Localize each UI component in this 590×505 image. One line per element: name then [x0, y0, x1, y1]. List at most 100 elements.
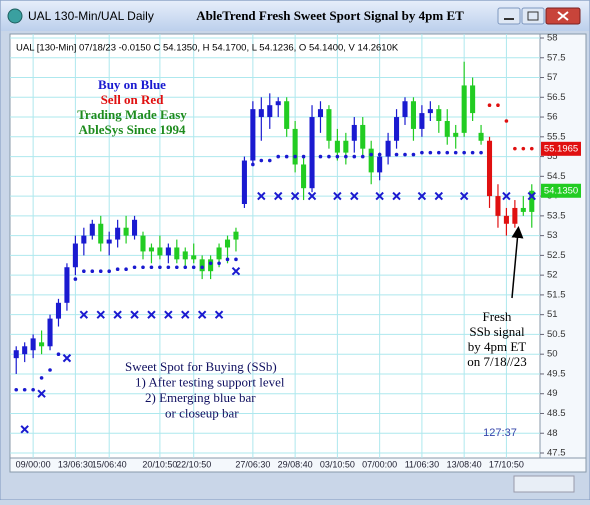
y-tick-label: 56.5: [547, 92, 566, 103]
support-dots: [82, 269, 86, 273]
candle-body: [436, 109, 442, 121]
support-dots: [437, 150, 441, 155]
title-bar: [1, 1, 589, 31]
support-dots: [22, 387, 27, 392]
candle-body: [326, 109, 332, 141]
sweet-spot-mark: [214, 310, 224, 319]
price-tag-label: 54.1350: [544, 185, 578, 196]
sweet-spot-mark: [290, 191, 300, 201]
support-dots: [31, 387, 35, 392]
candle-body: [402, 101, 408, 118]
signal-note-line: on 7/18//23: [467, 354, 527, 369]
signal-arrow: [511, 226, 524, 299]
candle-body: [427, 109, 433, 114]
candle-body: [39, 342, 45, 347]
support-dots: [115, 267, 120, 272]
sweet-spot-mark: [350, 191, 359, 201]
y-tick-label: 52.5: [547, 250, 566, 261]
y-tick-label: 57: [547, 72, 558, 83]
candle-body: [301, 164, 307, 189]
support-dots: [284, 154, 289, 159]
candle-body: [377, 156, 383, 173]
sweet-spot-mark: [434, 191, 444, 201]
support-dots: [124, 267, 128, 272]
x-tick-label: 27/06:30: [235, 459, 270, 469]
candle-body: [165, 247, 171, 256]
app-icon: [7, 8, 23, 24]
support-dots: [360, 154, 365, 159]
candle-body: [191, 255, 197, 260]
time-axis: [9, 457, 587, 473]
support-dots: [48, 368, 52, 372]
candle-body: [419, 113, 425, 129]
support-dots: [217, 261, 221, 266]
sweet-spot-mark: [375, 191, 384, 201]
y-tick-label: 54.5: [547, 171, 566, 182]
sweet-spot-mark: [20, 425, 29, 434]
candle-body: [258, 109, 264, 118]
support-dots: [377, 152, 382, 157]
candle-body: [30, 338, 36, 351]
y-tick-label: 58: [547, 33, 558, 44]
sweet-spot-mark: [164, 310, 173, 319]
legend-line: Buy on Blue: [98, 77, 166, 92]
support-dots: [175, 265, 179, 270]
candle-body: [470, 85, 476, 114]
support-dots: [107, 269, 111, 273]
x-tick-label: 07/00:00: [362, 459, 397, 469]
support-dots: [352, 154, 357, 159]
y-tick-label: 48.5: [547, 408, 566, 419]
y-tick-label: 49.5: [547, 368, 566, 379]
support-dots: [445, 150, 450, 155]
support-dots: [394, 152, 399, 157]
minimize-button[interactable]: [497, 7, 521, 25]
maximize-button[interactable]: [521, 7, 545, 25]
y-tick-label: 48: [547, 428, 558, 439]
bar-timer: 127:37: [483, 427, 517, 439]
y-tick-label: 50.5: [547, 329, 566, 340]
x-tick-label: 11/06:30: [405, 459, 439, 469]
support-dots: [191, 265, 196, 270]
candle-body: [81, 235, 87, 244]
candle-body: [208, 259, 214, 272]
sweet-spot-mark: [79, 310, 89, 319]
sweet-spot-mark: [307, 191, 317, 201]
support-dots: [65, 289, 69, 293]
candle-body: [72, 243, 78, 268]
window-center-title: AbleTrend Fresh Sweet Sport Signal by 4p…: [196, 8, 464, 23]
candle-body: [148, 247, 154, 252]
resistance-dots: [521, 146, 526, 151]
candle-body: [216, 247, 222, 260]
support-dots: [166, 265, 171, 270]
legend-line: Sell on Red: [101, 92, 165, 107]
candle-body: [275, 101, 281, 106]
support-dots: [301, 154, 306, 159]
sweet-spot-mark: [333, 191, 342, 201]
candle-body: [267, 105, 273, 118]
support-dots: [470, 150, 475, 155]
candle-body: [529, 190, 535, 212]
annotation-line: Sweet Spot for Buying (SSb): [125, 359, 277, 374]
quote-header: UAL [130-Min] 07/18/23 -0.0150 C 54.1350…: [16, 43, 399, 54]
y-tick-label: 51.5: [547, 289, 566, 300]
price-tag-label: 55.1965: [544, 143, 578, 154]
sweet-spot-mark: [459, 191, 469, 201]
support-dots: [411, 152, 416, 157]
candle-body: [115, 227, 121, 240]
candle-body: [199, 259, 205, 272]
candle-body: [64, 267, 70, 303]
candle-body: [250, 109, 256, 161]
marks: 55.1965 54.1350: [13, 61, 581, 434]
y-tick-label: 47.5: [547, 448, 566, 459]
candle-body: [174, 247, 180, 260]
sweet-spot-mark: [502, 191, 511, 201]
price-tag: [541, 141, 581, 156]
status-box: [513, 475, 575, 493]
sweet-spot-mark: [181, 310, 190, 319]
candle-body: [132, 219, 138, 236]
legend-line: AbleSys Since 1994: [79, 122, 186, 137]
candle-body: [368, 148, 374, 173]
annotation: Sweet Spot for Buying (SSb)1) After test…: [125, 309, 527, 421]
